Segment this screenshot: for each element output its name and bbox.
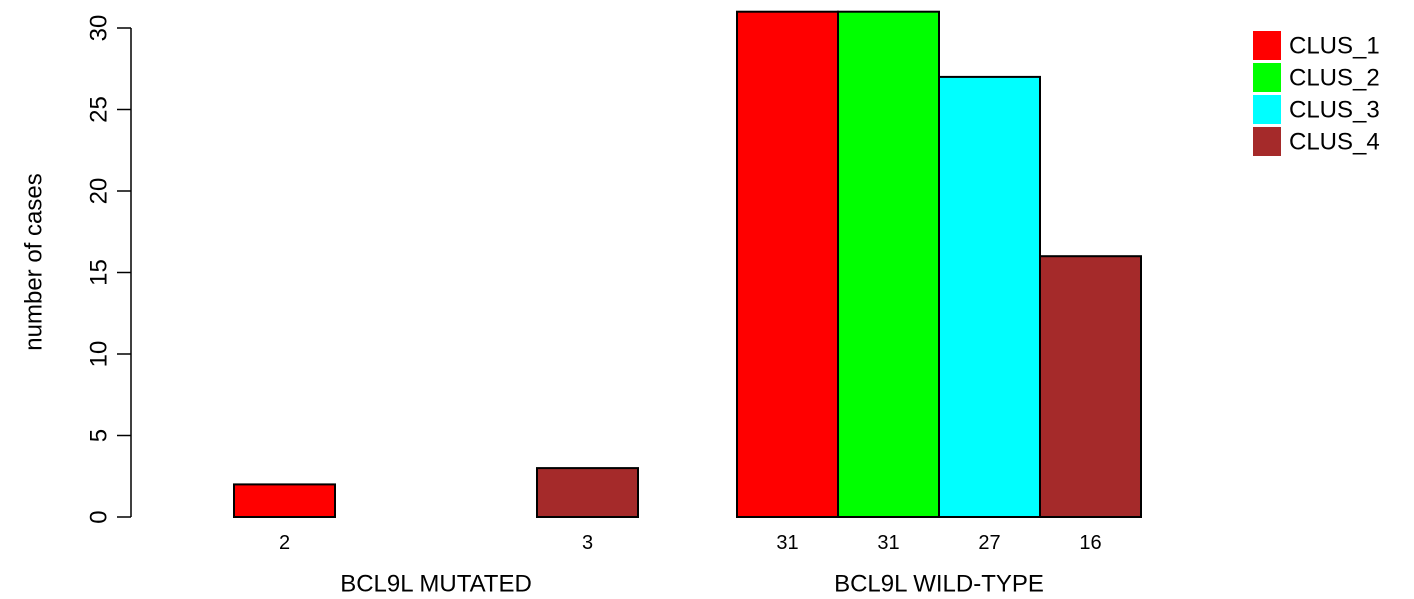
bar-clus-4 — [536, 467, 639, 519]
y-tick-label: 10 — [86, 341, 113, 368]
legend-label: CLUS_2 — [1289, 65, 1380, 92]
y-axis-title: number of cases — [21, 173, 48, 350]
group-label: BCL9L MUTATED — [340, 571, 532, 598]
y-tick-label: 15 — [86, 259, 113, 286]
group-label: BCL9L WILD-TYPE — [834, 571, 1044, 598]
y-tick-label: 5 — [86, 429, 113, 442]
legend-swatch — [1253, 31, 1281, 60]
bar-clus-4 — [1039, 255, 1142, 518]
y-tick-label: 20 — [86, 178, 113, 205]
y-tick-label: 30 — [86, 15, 113, 42]
legend-swatch — [1253, 95, 1281, 124]
bar-value-label: 31 — [776, 532, 798, 554]
bar-clus-2 — [837, 10, 940, 518]
bar-value-label: 3 — [582, 532, 593, 554]
bar-value-label: 31 — [877, 532, 899, 554]
y-tick-label: 0 — [86, 510, 113, 523]
bar-value-label: 2 — [279, 532, 290, 554]
legend-label: CLUS_4 — [1289, 129, 1380, 156]
bar-value-label: 27 — [978, 532, 1000, 554]
legend-swatch — [1253, 127, 1281, 156]
legend-label: CLUS_1 — [1289, 33, 1380, 60]
bar-clus-3 — [938, 75, 1041, 519]
y-tick-label: 25 — [86, 96, 113, 123]
data-labels: 2 3 31 31 27 16 — [279, 532, 1102, 554]
legend-swatch — [1253, 63, 1281, 92]
group-labels: BCL9L MUTATED BCL9L WILD-TYPE — [340, 571, 1044, 598]
bar-clus-1 — [736, 10, 839, 518]
y-axis: 0 5 10 15 20 25 30 — [86, 15, 132, 524]
bars — [233, 10, 1142, 519]
legend-label: CLUS_3 — [1289, 97, 1380, 124]
bar-clus-1 — [233, 483, 336, 518]
legend: CLUS_1 CLUS_2 CLUS_3 CLUS_4 — [1253, 31, 1380, 156]
bar-value-label: 16 — [1079, 532, 1101, 554]
